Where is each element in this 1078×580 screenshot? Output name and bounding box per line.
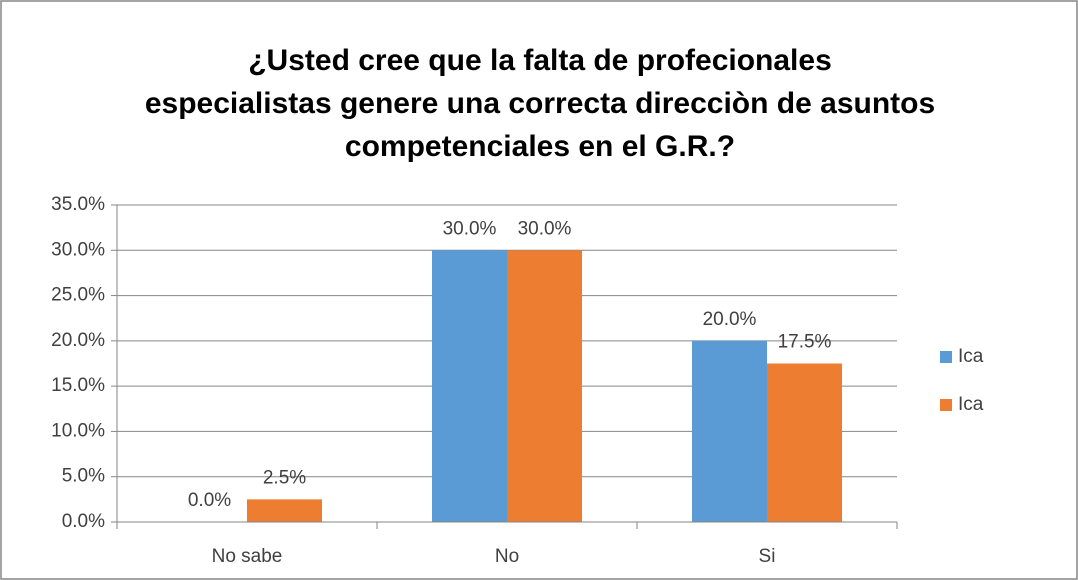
legend-swatch <box>940 351 952 363</box>
y-tick-label: 30.0% <box>51 239 105 260</box>
data-label: 30.0% <box>518 218 572 239</box>
bar <box>507 250 582 523</box>
legend-swatch <box>940 399 952 411</box>
y-tick-label: 10.0% <box>51 420 105 441</box>
y-tick-label: 0.0% <box>62 511 105 532</box>
y-tick-label: 20.0% <box>51 330 105 351</box>
bar <box>247 499 322 522</box>
data-label: 30.0% <box>443 218 497 239</box>
bar <box>432 250 507 523</box>
bar <box>767 363 842 522</box>
y-tick-label: 15.0% <box>51 375 105 396</box>
data-label: 2.5% <box>263 467 306 488</box>
x-tick-label: No <box>495 546 519 567</box>
chart-title: ¿Usted cree que la falta de profecionale… <box>248 44 832 77</box>
chart-title: competenciales en el G.R.? <box>345 130 735 163</box>
bar <box>692 340 767 522</box>
legend-label: Ica <box>958 346 984 367</box>
y-tick-label: 5.0% <box>62 466 105 487</box>
x-tick-label: Si <box>759 546 776 567</box>
y-tick-label: 25.0% <box>51 285 105 306</box>
data-label: 17.5% <box>778 332 832 353</box>
x-tick-label: No sabe <box>212 546 283 567</box>
data-label: 0.0% <box>188 490 231 511</box>
data-label: 20.0% <box>703 309 757 330</box>
y-tick-label: 35.0% <box>51 194 105 215</box>
legend-label: Ica <box>958 394 984 415</box>
chart-title: especialistas genere una correcta direcc… <box>145 87 935 120</box>
